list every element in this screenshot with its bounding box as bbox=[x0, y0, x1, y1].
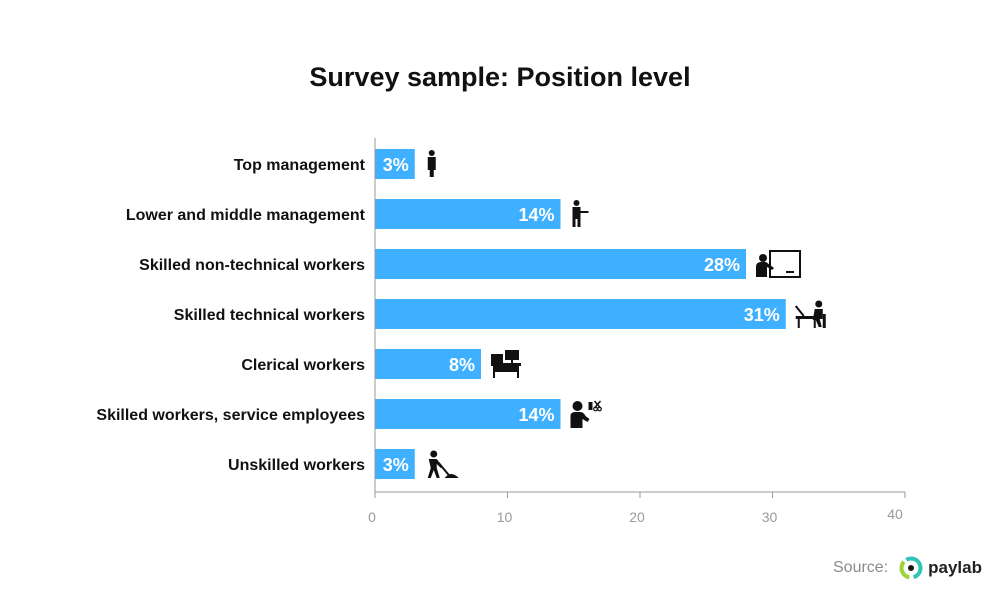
value-label-4: 8% bbox=[449, 355, 475, 375]
value-label-3: 31% bbox=[744, 305, 780, 325]
value-label-2: 28% bbox=[704, 255, 740, 275]
bar-0 bbox=[375, 149, 415, 179]
source-brand: paylab bbox=[928, 558, 982, 577]
paylab-logo-icon bbox=[899, 556, 923, 580]
source-label: Source: bbox=[833, 559, 889, 576]
bar-2 bbox=[375, 249, 746, 279]
bar-1 bbox=[375, 199, 561, 229]
category-label-6: Unskilled workers bbox=[228, 457, 365, 474]
x-tick-label-4: 40 bbox=[887, 506, 903, 522]
value-label-6: 3% bbox=[383, 455, 409, 475]
bar-3 bbox=[375, 299, 786, 329]
category-label-0: Top management bbox=[234, 157, 366, 174]
bar-4 bbox=[375, 349, 481, 379]
x-tick-label-2: 20 bbox=[629, 509, 645, 525]
x-tick-label-3: 30 bbox=[762, 509, 778, 525]
x-tick-label-0: 0 bbox=[368, 509, 376, 525]
bar-6 bbox=[375, 449, 415, 479]
category-label-5: Skilled workers, service employees bbox=[96, 407, 365, 424]
value-label-0: 3% bbox=[383, 155, 409, 175]
category-label-2: Skilled non-technical workers bbox=[139, 257, 365, 274]
presenter-icon bbox=[572, 200, 589, 227]
desk-computer-icon bbox=[794, 300, 826, 328]
x-tick-label-1: 10 bbox=[497, 509, 513, 525]
digger-icon bbox=[427, 450, 459, 478]
source-credit: Source: paylab bbox=[833, 555, 982, 581]
value-label-1: 14% bbox=[518, 205, 554, 225]
category-label-3: Skilled technical workers bbox=[174, 307, 365, 324]
teacher-board-icon bbox=[756, 250, 801, 278]
businessman-icon bbox=[427, 150, 436, 177]
bar-5 bbox=[375, 399, 561, 429]
category-label-4: Clerical workers bbox=[241, 357, 365, 374]
value-label-5: 14% bbox=[518, 405, 554, 425]
office-desk-icon bbox=[491, 350, 521, 378]
chart-title: Survey sample: Position level bbox=[309, 62, 691, 92]
category-label-1: Lower and middle management bbox=[126, 207, 366, 224]
hairdresser-icon bbox=[570, 400, 602, 428]
